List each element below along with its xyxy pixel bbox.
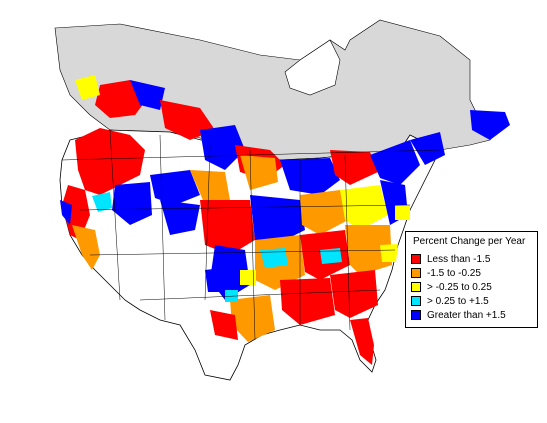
legend-title: Percent Change per Year: [413, 236, 526, 247]
legend-item: > -0.25 to 0.25: [411, 281, 492, 293]
legend-label: Greater than +1.5: [427, 309, 506, 321]
legend-label: > -0.25 to 0.25: [427, 281, 492, 293]
legend-item: > 0.25 to +1.5: [411, 295, 489, 307]
hudson-bay: [284, 39, 341, 96]
legend-item: -1.5 to -0.25: [411, 267, 481, 279]
legend-label: Less than -1.5: [427, 253, 491, 265]
legend-item: Greater than +1.5: [411, 309, 506, 321]
legend-swatch: [411, 254, 421, 264]
boundary-lines: [61, 129, 441, 341]
legend-swatch: [411, 268, 421, 278]
map-legend: Percent Change per Year Less than -1.5 -…: [405, 231, 538, 328]
legend-item: Less than -1.5: [411, 253, 490, 265]
legend-label: -1.5 to -0.25: [427, 267, 481, 279]
legend-label: > 0.25 to +1.5: [427, 295, 489, 307]
legend-swatch: [411, 310, 421, 320]
legend-swatch: [411, 282, 421, 292]
legend-swatch: [411, 296, 421, 306]
data-cells: [60, 75, 510, 365]
